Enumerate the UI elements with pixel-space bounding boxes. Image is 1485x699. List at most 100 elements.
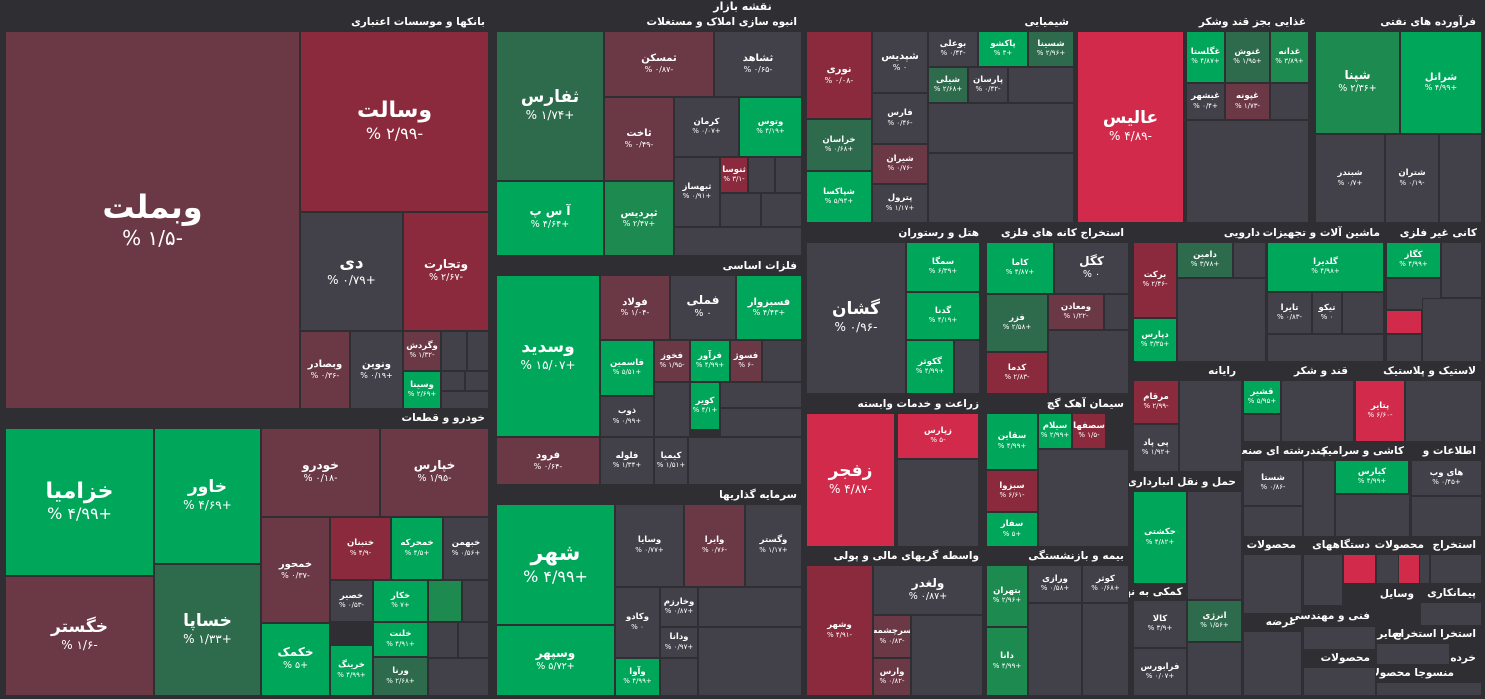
stock-tile[interactable]: کالا +۳/۹ % (1133, 600, 1187, 648)
stock-tile[interactable]: سفار +۵ % (986, 512, 1038, 547)
stock-tile[interactable]: سصفها -۱/۵ % (1072, 413, 1106, 449)
filler-tile[interactable] (428, 622, 458, 658)
stock-tile[interactable]: وارس -۰/۸۲ % (873, 658, 911, 696)
stock-tile[interactable]: خراسان +۰/۶۸ % (806, 119, 872, 171)
stock-tile[interactable]: گلدیرا +۴/۹۸ % (1267, 242, 1384, 292)
filler-tile[interactable] (911, 615, 983, 696)
stock-tile[interactable]: فرود -۰/۶۴ % (496, 437, 600, 485)
stock-tile[interactable]: نوری -۰/۰۸ % (806, 31, 872, 119)
stock-tile[interactable]: وایرا -۰/۷۶ % (684, 504, 745, 587)
stock-tile[interactable]: شبندر +۰/۷ % (1315, 134, 1385, 223)
stock-tile[interactable]: وتجارت -۲/۶۷ % (403, 212, 489, 331)
stock-tile[interactable]: شرانل +۴/۹۹ % (1400, 31, 1482, 134)
filler-tile[interactable] (674, 227, 802, 256)
filler-tile[interactable] (441, 371, 465, 391)
filler-tile[interactable] (1411, 496, 1482, 537)
stock-tile[interactable]: خلنت +۴/۹۱ % (373, 622, 428, 657)
filler-tile[interactable] (1303, 667, 1376, 696)
stock-tile[interactable]: کگاز +۴/۹۹ % (1386, 242, 1441, 278)
filler-tile[interactable] (1376, 643, 1450, 665)
filler-tile[interactable] (1430, 554, 1482, 584)
filler-tile[interactable] (775, 157, 802, 193)
stock-tile[interactable]: شسینا +۲/۹۶ % (1028, 31, 1074, 67)
stock-tile[interactable]: ثاخت -۰/۴۹ % (604, 97, 674, 181)
stock-tile[interactable]: وبملت -۱/۵ % (5, 31, 300, 409)
stock-tile[interactable]: ثمسکن -۰/۸۷ % (604, 31, 714, 97)
stock-tile[interactable]: فسوژ -۶ % (730, 340, 762, 382)
filler-tile[interactable] (698, 587, 802, 627)
stock-tile[interactable]: دامین +۳/۷۸ % (1177, 242, 1233, 278)
filler-tile[interactable] (1386, 310, 1422, 334)
stock-tile[interactable]: ثنوسا -۳/۱ % (720, 157, 748, 193)
stock-tile[interactable]: فاسمین +۵/۵۱ % (600, 340, 654, 396)
stock-tile[interactable]: وشهر -۴/۹۱ % (806, 565, 873, 696)
stock-tile[interactable]: سقاین +۴/۹۹ % (986, 413, 1038, 470)
filler-tile[interactable] (720, 382, 802, 408)
filler-tile[interactable] (1028, 603, 1082, 696)
filler-tile[interactable] (1441, 242, 1482, 298)
stock-tile[interactable]: ختبنان -۴/۹ % (330, 517, 391, 580)
stock-tile[interactable]: ورنا +۲/۶۸ % (373, 657, 428, 696)
stock-tile[interactable]: فملی ۰ % (670, 275, 736, 340)
stock-tile[interactable]: فخوز -۱/۹۵ % (654, 340, 690, 382)
stock-tile[interactable]: فسبزوار +۴/۴۳ % (736, 275, 802, 340)
stock-tile[interactable]: غدانه +۳/۸۹ % (1270, 31, 1309, 83)
stock-tile[interactable]: وسایا +۰/۷۷ % (615, 504, 684, 587)
stock-tile[interactable]: خساپا +۱/۳۳ % (154, 564, 261, 696)
stock-tile[interactable]: ذوب +۰/۹۹ % (600, 396, 654, 437)
stock-tile[interactable]: سمگا +۶/۳۹ % (906, 242, 980, 292)
filler-tile[interactable] (1270, 83, 1309, 120)
filler-tile[interactable] (1303, 460, 1335, 537)
filler-tile[interactable] (954, 340, 980, 394)
filler-tile[interactable] (1104, 294, 1129, 330)
stock-tile[interactable]: وسینا +۲/۶۹ % (403, 371, 441, 409)
filler-tile[interactable] (1420, 602, 1482, 626)
stock-tile[interactable]: وخارزم +۰/۸۷ % (660, 587, 698, 627)
stock-tile[interactable]: خصیر -۰/۵۳ % (330, 580, 373, 622)
stock-tile[interactable]: مرقام -۲/۹۹ % (1133, 380, 1179, 424)
stock-tile[interactable]: گکوثر +۴/۹۹ % (906, 340, 954, 394)
stock-tile[interactable]: خودرو -۰/۱۸ % (261, 428, 380, 517)
stock-tile[interactable]: شتران -۰/۱۹ % (1385, 134, 1439, 223)
stock-tile[interactable]: پی پاد +۱/۹۲ % (1133, 424, 1179, 472)
stock-tile[interactable]: کیمیا +۱/۵۱ % (654, 437, 688, 485)
stock-tile[interactable]: زپارس -۵ % (897, 413, 979, 459)
filler-tile[interactable] (1243, 414, 1281, 442)
filler-tile[interactable] (1267, 334, 1384, 362)
stock-tile[interactable]: خرینگ +۴/۹۹ % (330, 645, 373, 696)
filler-tile[interactable] (1008, 67, 1074, 103)
filler-tile[interactable] (462, 580, 489, 622)
filler-tile[interactable] (720, 193, 761, 227)
filler-tile[interactable] (762, 340, 802, 382)
stock-tile[interactable]: شپنا +۲/۳۶ % (1315, 31, 1400, 134)
filler-tile[interactable] (1405, 380, 1482, 442)
filler-tile[interactable] (1082, 603, 1129, 696)
filler-tile[interactable] (1335, 494, 1410, 537)
filler-tile[interactable] (660, 658, 698, 696)
stock-tile[interactable]: کیارس +۴/۹۹ % (1335, 460, 1409, 494)
stock-tile[interactable]: وآوا +۴/۹۹ % (615, 658, 660, 696)
stock-tile[interactable]: پتایر -۶/۶۰ % (1355, 380, 1405, 442)
filler-tile[interactable] (1187, 642, 1242, 696)
stock-tile[interactable]: ورازی +۰/۵۸ % (1028, 565, 1082, 603)
stock-tile[interactable]: قشیر +۵/۹۵ % (1243, 380, 1281, 414)
stock-tile[interactable]: حکشتی +۴/۸۲ % (1133, 491, 1187, 584)
stock-tile[interactable]: وگستر +۱/۱۷ % (745, 504, 802, 587)
filler-tile[interactable] (1186, 120, 1309, 223)
stock-tile[interactable]: فزر +۲/۵۸ % (986, 294, 1048, 352)
filler-tile[interactable] (1038, 449, 1129, 547)
stock-tile[interactable]: کدما -۲/۸۳ % (986, 352, 1048, 394)
stock-tile[interactable]: وکادو ۰ % (615, 587, 660, 658)
filler-tile[interactable] (654, 382, 690, 437)
filler-tile[interactable] (1243, 506, 1303, 537)
stock-tile[interactable]: کرمان +۰/۰۷ % (674, 97, 739, 157)
filler-tile[interactable] (428, 580, 462, 622)
stock-tile[interactable]: ثپردیس +۲/۴۷ % (604, 181, 674, 256)
stock-tile[interactable]: پترول +۱/۱۷ % (872, 184, 928, 223)
stock-tile[interactable]: بتهران +۲/۹۶ % (986, 565, 1028, 627)
filler-tile[interactable] (467, 331, 489, 371)
stock-tile[interactable]: عالیس -۴/۸۹ % (1077, 31, 1184, 223)
filler-tile[interactable] (748, 157, 775, 193)
filler-tile[interactable] (1303, 626, 1376, 650)
filler-tile[interactable] (1376, 682, 1482, 696)
